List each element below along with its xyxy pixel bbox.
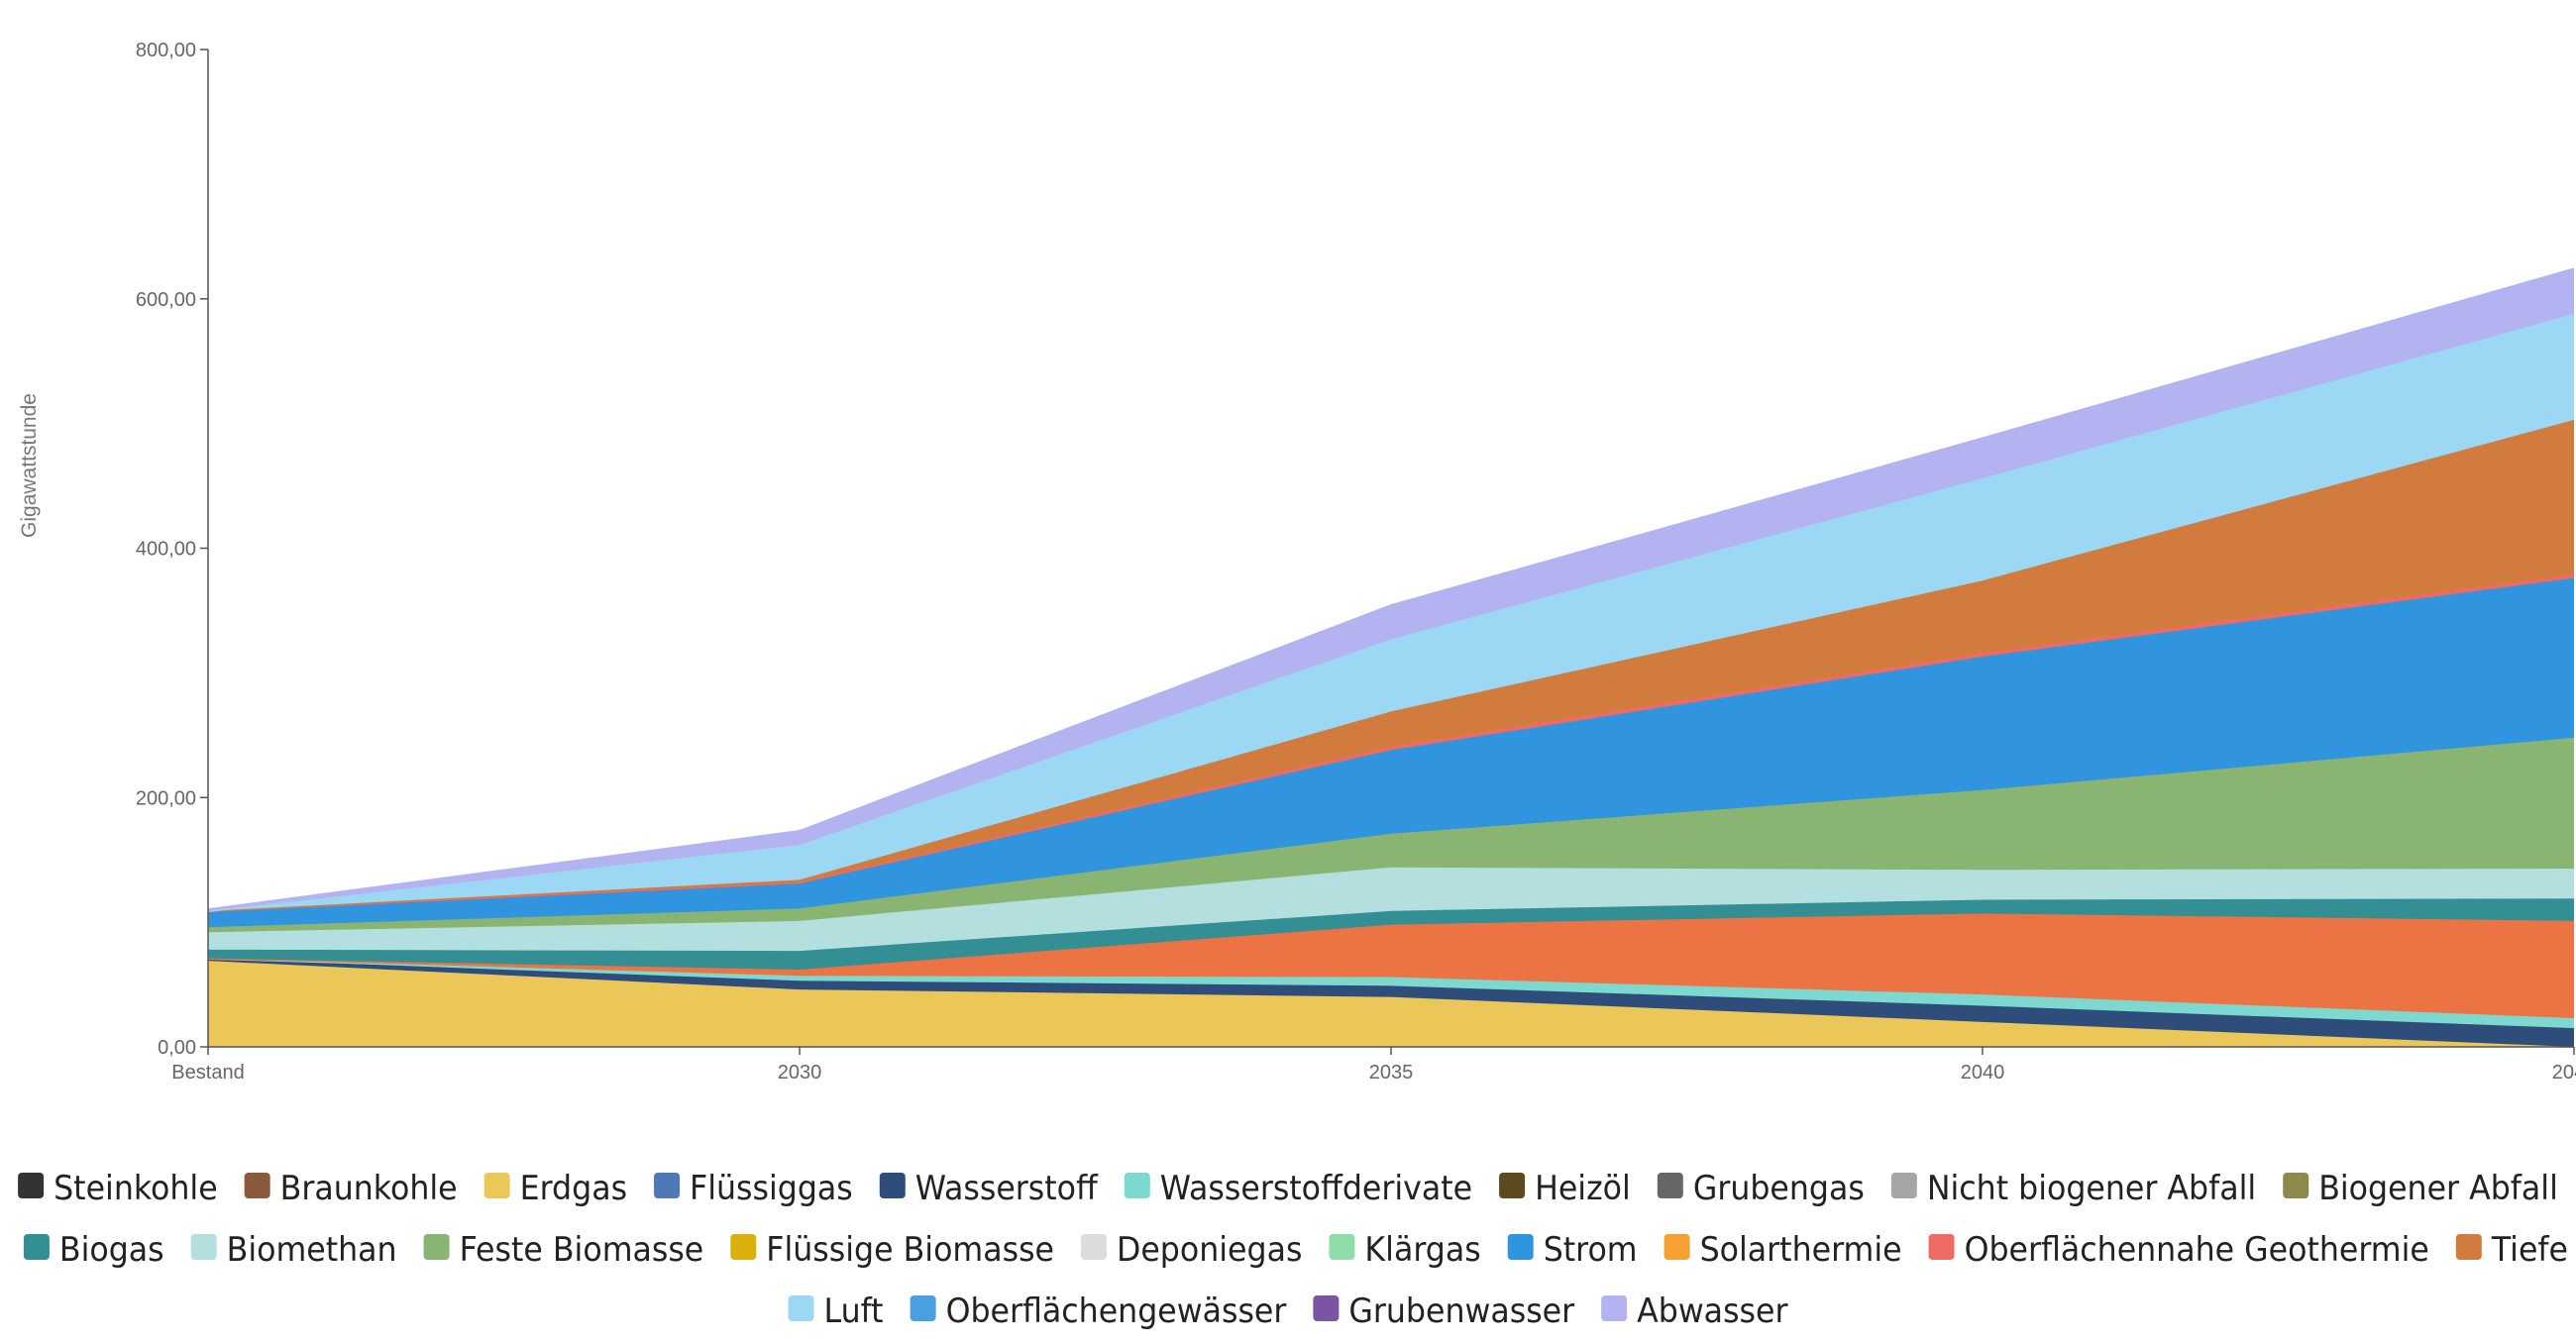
y-tick-label: 0,00 xyxy=(158,1037,196,1059)
legend-label: Biogas xyxy=(59,1230,164,1270)
legend-swatch xyxy=(788,1295,814,1321)
legend-label: Solarthermie xyxy=(1700,1230,1902,1270)
legend-item[interactable]: Grubenwasser xyxy=(1313,1291,1574,1331)
legend-label: Oberflächennahe Geothermie xyxy=(1965,1230,2429,1270)
y-axis-ticks: 0,00 200,00 400,00 600,00 800,00 xyxy=(136,40,208,1059)
legend-label: Klärgas xyxy=(1364,1230,1480,1270)
x-tick-label: 2045 xyxy=(2552,1062,2576,1084)
legend-swatch xyxy=(879,1173,906,1198)
area-top-line-24 xyxy=(207,267,2575,911)
legend-item[interactable]: Tiefe Geothermie xyxy=(2455,1230,2576,1270)
area-erdgas xyxy=(208,961,2574,1047)
legend-label: Strom xyxy=(1544,1230,1638,1270)
legend-label: Nicht biogener Abfall xyxy=(1927,1169,2256,1208)
legend-swatch xyxy=(1499,1173,1526,1198)
area-oberflächennahe-geothermie xyxy=(208,573,2574,911)
legend-swatch xyxy=(1657,1173,1683,1198)
legend-swatch xyxy=(910,1295,936,1321)
legend-item[interactable]: Wasserstoffderivate xyxy=(1124,1169,1472,1208)
legend-swatch xyxy=(730,1234,757,1260)
legend-swatch xyxy=(23,1234,50,1260)
legend-item[interactable]: Deponiegas xyxy=(1081,1230,1302,1270)
legend-label: Wasserstoff xyxy=(915,1169,1099,1208)
legend-swatch xyxy=(1664,1234,1690,1260)
legend-item[interactable]: Nicht biogener Abfall xyxy=(1890,1169,2256,1208)
legend-swatch xyxy=(423,1234,450,1260)
legend-label: Deponiegas xyxy=(1117,1230,1302,1270)
legend-item[interactable]: Klärgas xyxy=(1329,1230,1481,1270)
y-tick-label: 800,00 xyxy=(136,40,196,61)
legend-swatch xyxy=(1124,1173,1150,1198)
legend-item[interactable]: Biogas xyxy=(23,1230,164,1270)
legend-swatch xyxy=(1081,1234,1108,1260)
legend-swatch xyxy=(2455,1234,2482,1260)
legend-item[interactable]: Solarthermie xyxy=(1664,1230,1902,1270)
x-tick-label: 2040 xyxy=(1961,1062,2005,1084)
legend-label: Luft xyxy=(824,1291,884,1331)
legend-item[interactable]: Strom xyxy=(1507,1230,1638,1270)
legend-swatch xyxy=(1928,1234,1955,1260)
legend-label: Grubenwasser xyxy=(1348,1291,1574,1331)
legend-item[interactable]: Feste Biomasse xyxy=(423,1230,704,1270)
legend-swatch xyxy=(1507,1234,1534,1260)
legend-item[interactable]: Oberflächengewässer xyxy=(910,1291,1287,1331)
y-tick-label: 200,00 xyxy=(136,787,196,809)
x-tick-label: Bestand xyxy=(171,1062,244,1084)
legend: Steinkohle Braunkohle Erdgas Flüssiggas Wass… xyxy=(18,1169,2576,1331)
legend-item[interactable]: Abwasser xyxy=(1601,1291,1787,1331)
legend-item[interactable]: Erdgas xyxy=(483,1169,627,1208)
area-series-group xyxy=(207,267,2575,1049)
legend-label: Feste Biomasse xyxy=(460,1230,704,1270)
legend-label: Tiefe Geothermie xyxy=(2491,1230,2576,1270)
legend-swatch xyxy=(190,1234,217,1260)
x-tick-label: 2030 xyxy=(778,1062,822,1084)
legend-swatch xyxy=(1313,1295,1340,1321)
legend-item[interactable]: Heizöl xyxy=(1499,1169,1631,1208)
legend-item[interactable]: Biogener Abfall xyxy=(2283,1169,2558,1208)
legend-label: Flüssiggas xyxy=(690,1169,853,1208)
x-axis-ticks: Bestand 2030 2035 2040 2045 xyxy=(171,1047,2576,1084)
legend-item[interactable]: Biomethan xyxy=(190,1230,397,1270)
legend-label: Grubengas xyxy=(1693,1169,1865,1208)
area-strom xyxy=(208,577,2574,928)
legend-swatch xyxy=(18,1173,45,1198)
legend-label: Braunkohle xyxy=(280,1169,458,1208)
legend-label: Erdgas xyxy=(520,1169,627,1208)
legend-label: Oberflächengewässer xyxy=(946,1291,1287,1331)
area-biomethan xyxy=(208,867,2574,952)
legend-swatch xyxy=(1601,1295,1628,1321)
legend-swatch xyxy=(2283,1173,2309,1198)
legend-label: Abwasser xyxy=(1637,1291,1787,1331)
x-tick-label: 2035 xyxy=(1369,1062,1414,1084)
legend-label: Heizöl xyxy=(1535,1169,1631,1208)
legend-label: Flüssige Biomasse xyxy=(766,1230,1054,1270)
legend-item[interactable]: Flüssige Biomasse xyxy=(730,1230,1054,1270)
area-abwärme xyxy=(208,913,2574,1019)
legend-item[interactable]: Steinkohle xyxy=(18,1169,218,1208)
legend-label: Biogener Abfall xyxy=(2318,1169,2558,1208)
legend-label: Steinkohle xyxy=(54,1169,218,1208)
legend-swatch xyxy=(1890,1173,1917,1198)
legend-item[interactable]: Oberflächennahe Geothermie xyxy=(1928,1230,2429,1270)
legend-item[interactable]: Grubengas xyxy=(1657,1169,1865,1208)
legend-label: Biomethan xyxy=(227,1230,397,1270)
legend-swatch xyxy=(483,1173,510,1198)
y-tick-label: 600,00 xyxy=(136,289,196,311)
y-axis-title: Gigawattstunde xyxy=(18,393,41,538)
y-tick-label: 400,00 xyxy=(136,539,196,561)
legend-swatch xyxy=(1329,1234,1355,1260)
legend-item[interactable]: Luft xyxy=(788,1291,884,1331)
legend-swatch xyxy=(654,1173,681,1198)
legend-item[interactable]: Flüssiggas xyxy=(654,1169,853,1208)
legend-label: Wasserstoffderivate xyxy=(1160,1169,1472,1208)
legend-item[interactable]: Wasserstoff xyxy=(879,1169,1099,1208)
legend-item[interactable]: Braunkohle xyxy=(244,1169,458,1208)
legend-swatch xyxy=(244,1173,270,1198)
